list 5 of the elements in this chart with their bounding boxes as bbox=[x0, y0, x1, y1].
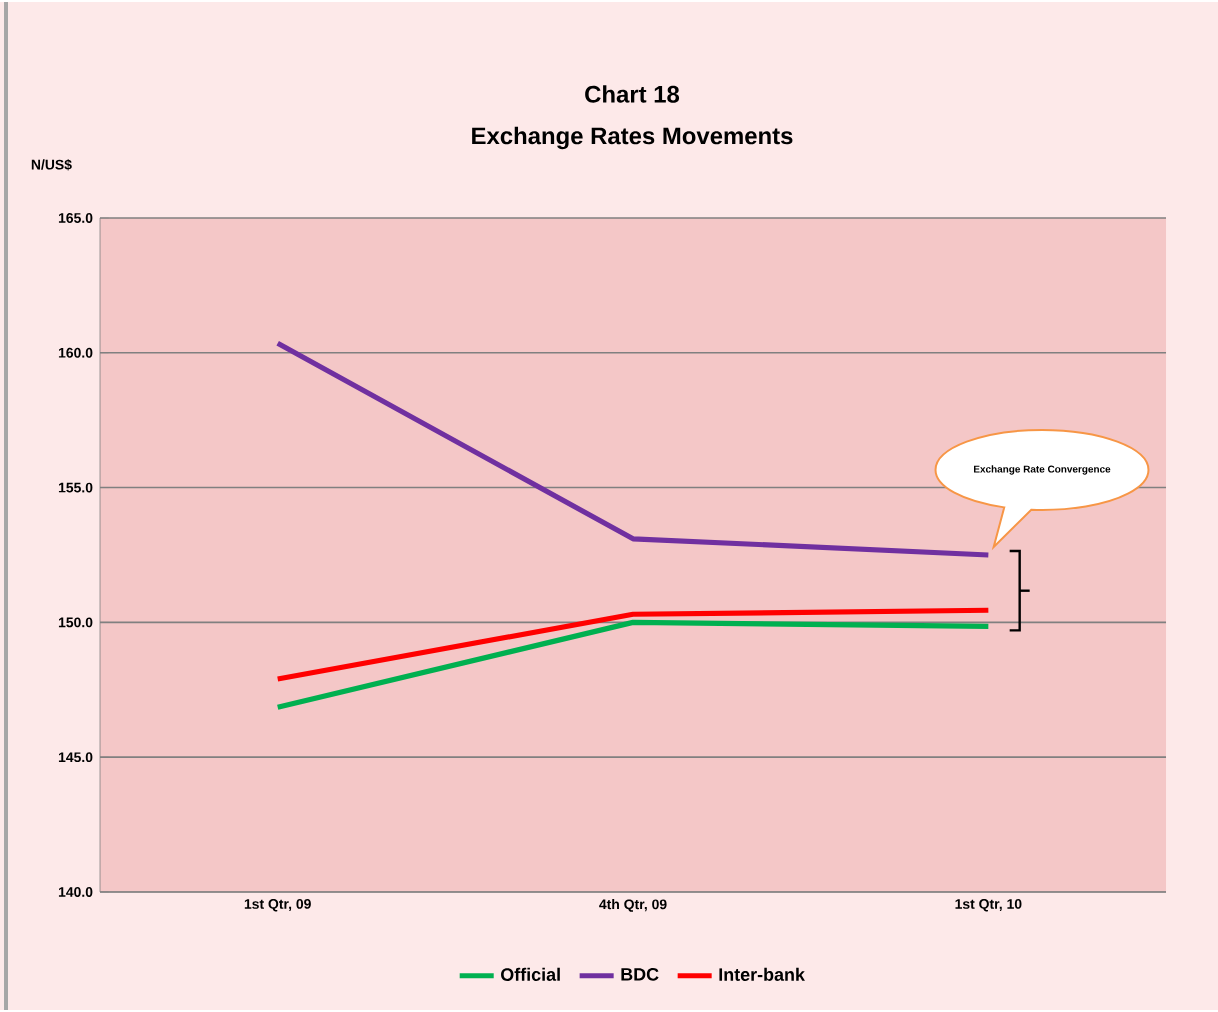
chart-title: Chart 18 bbox=[585, 85, 680, 103]
legend-label: Official bbox=[501, 967, 560, 981]
legend-label: Inter-bank bbox=[719, 967, 805, 981]
legend-label: BDC bbox=[621, 967, 659, 981]
chart-subtitle: Exchange Rates Movements bbox=[472, 126, 793, 150]
